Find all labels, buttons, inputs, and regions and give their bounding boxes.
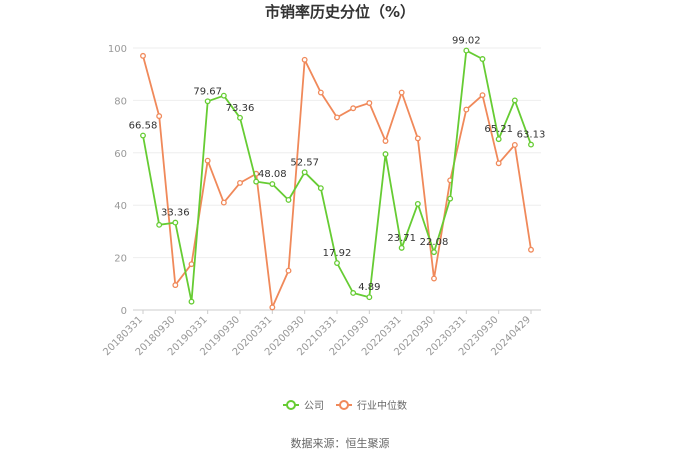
- data-label: 65.21: [484, 124, 513, 135]
- company-point[interactable]: [382, 151, 389, 158]
- series-layer: [140, 47, 534, 311]
- data-label: 22.08: [420, 237, 449, 248]
- data-label: 66.58: [129, 121, 158, 132]
- industry-point[interactable]: [431, 275, 437, 282]
- industry-point[interactable]: [528, 246, 534, 253]
- legend-marker: [339, 400, 349, 410]
- industry-point[interactable]: [140, 52, 146, 59]
- data-label: 23.71: [387, 233, 416, 244]
- data-label: 73.36: [226, 103, 255, 114]
- company-point[interactable]: [285, 197, 292, 203]
- industry-point[interactable]: [334, 114, 340, 121]
- data-label: 33.36: [161, 208, 190, 219]
- industry-point[interactable]: [237, 179, 243, 186]
- company-point[interactable]: [301, 169, 308, 176]
- chart-title: 市销率历史分位（%）: [265, 3, 415, 21]
- company-point[interactable]: [528, 141, 534, 148]
- company-point[interactable]: [334, 260, 340, 266]
- company-point[interactable]: [350, 290, 357, 296]
- industry-point[interactable]: [414, 135, 421, 142]
- company-point[interactable]: [172, 219, 179, 226]
- company-point[interactable]: [253, 178, 260, 185]
- company-point[interactable]: [431, 249, 437, 256]
- data-label: 4.89: [358, 282, 380, 293]
- company-point[interactable]: [156, 221, 163, 228]
- legend-item-company[interactable]: 公司: [304, 401, 324, 412]
- industry-point[interactable]: [398, 89, 405, 96]
- data-label: 79.67: [193, 86, 222, 97]
- industry-point[interactable]: [495, 160, 502, 167]
- industry-point[interactable]: [366, 100, 373, 106]
- data-label: 99.02: [452, 36, 481, 47]
- y-tick-label: 80: [114, 96, 127, 107]
- company-point[interactable]: [269, 181, 276, 187]
- company-point[interactable]: [237, 114, 243, 121]
- company-point[interactable]: [188, 298, 195, 305]
- data-label: 52.57: [290, 157, 319, 168]
- industry-point[interactable]: [479, 92, 486, 99]
- company-point[interactable]: [495, 136, 502, 143]
- company-point[interactable]: [317, 185, 324, 192]
- company-point[interactable]: [398, 244, 405, 251]
- company-point[interactable]: [414, 200, 421, 207]
- data-label: 17.92: [323, 248, 352, 259]
- company-point[interactable]: [511, 97, 518, 104]
- company-point[interactable]: [220, 92, 227, 99]
- y-tick-label: 60: [114, 149, 127, 160]
- industry-point[interactable]: [382, 138, 389, 144]
- company-point[interactable]: [366, 294, 373, 301]
- industry-point[interactable]: [188, 261, 195, 268]
- y-tick-label: 100: [108, 44, 127, 55]
- industry-point[interactable]: [511, 141, 518, 148]
- industry-point[interactable]: [204, 157, 211, 164]
- industry-point[interactable]: [463, 106, 470, 113]
- industry-point[interactable]: [350, 105, 357, 112]
- company-point[interactable]: [479, 56, 486, 62]
- industry-point[interactable]: [220, 199, 227, 206]
- data-label: 63.13: [517, 130, 546, 141]
- company-point[interactable]: [463, 47, 470, 54]
- company-point[interactable]: [447, 195, 454, 202]
- source-note: 数据来源：恒生聚源: [291, 436, 390, 450]
- y-tick-label: 40: [114, 201, 127, 212]
- industry-point[interactable]: [301, 56, 308, 63]
- legend-marker: [286, 400, 296, 410]
- company-point[interactable]: [140, 132, 146, 139]
- legend-item-industry-median[interactable]: 行业中位数: [357, 399, 407, 412]
- y-tick-label: 20: [114, 254, 127, 265]
- industry-point[interactable]: [317, 89, 324, 96]
- legend[interactable]: 公司 行业中位数: [283, 399, 407, 412]
- industry-point[interactable]: [285, 267, 292, 274]
- grid: [133, 47, 541, 259]
- industry-point[interactable]: [156, 113, 163, 120]
- industry-point[interactable]: [172, 282, 179, 289]
- industry-point[interactable]: [269, 304, 276, 311]
- y-tick-label: 0: [121, 306, 127, 317]
- data-label: 48.08: [258, 169, 287, 180]
- company-point[interactable]: [204, 98, 211, 105]
